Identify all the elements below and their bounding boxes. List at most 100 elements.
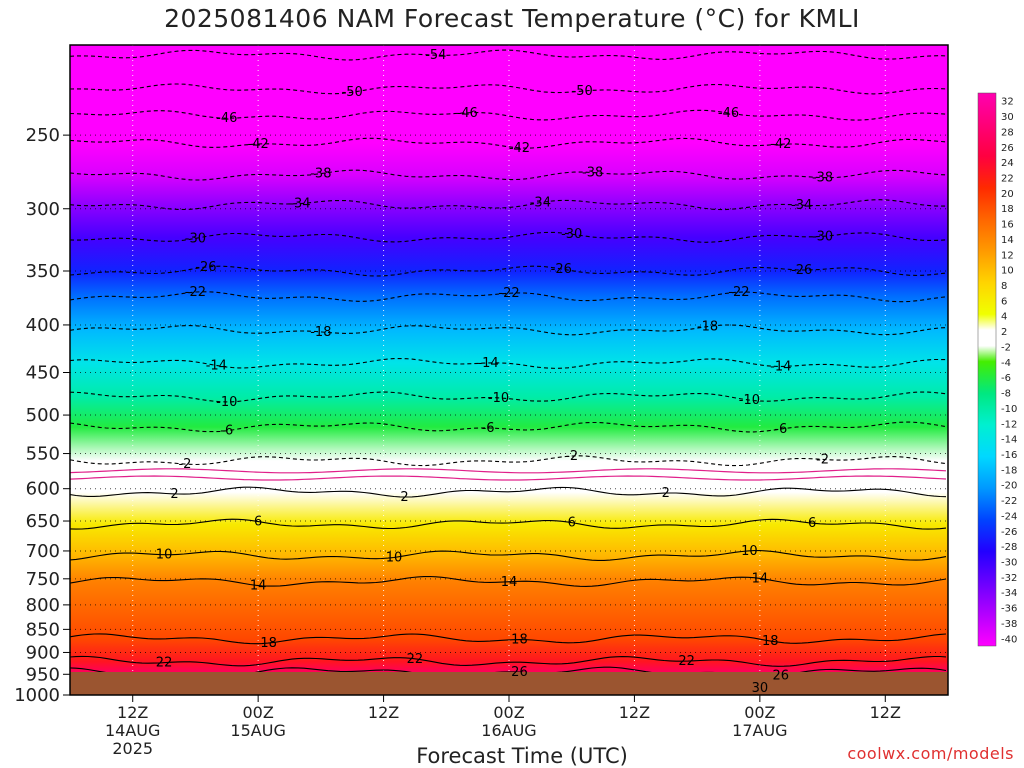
isotherm-line: [70, 655, 947, 667]
isotherm-label: 22: [156, 656, 173, 671]
colorbar-label: -36: [1001, 604, 1017, 615]
isotherm-label: -30: [812, 229, 833, 244]
colorbar-label: 32: [1001, 97, 1014, 108]
colorbar-label: -38: [1001, 619, 1017, 630]
freezing-line: [70, 475, 947, 481]
colorbar-label: 20: [1001, 189, 1014, 200]
colorbar-label: -20: [1001, 481, 1017, 492]
plot-area: [70, 45, 948, 695]
isotherm-label: 2: [170, 487, 178, 502]
isotherm-label: 26: [772, 669, 789, 684]
isotherm-label: -14: [770, 359, 791, 374]
colorbar-label: 24: [1001, 158, 1014, 169]
isotherm-label: -34: [530, 196, 551, 211]
isotherm-label: -22: [728, 285, 749, 300]
isotherm-label: -38: [310, 167, 331, 182]
isotherm-label: -54: [425, 48, 446, 63]
isotherm-label: -26: [791, 263, 812, 278]
isotherm-label: -14: [206, 358, 227, 373]
isotherm-label: 14: [501, 575, 518, 590]
isotherm-label: 6: [254, 515, 262, 530]
isotherm-label: -42: [509, 141, 530, 156]
isotherm-label: -18: [310, 325, 331, 340]
colorbar-label: -10: [1001, 404, 1017, 415]
y-tick-label: 1000: [14, 685, 60, 706]
colorbar-label: -4: [1001, 358, 1011, 369]
colorbar-label: -8: [1001, 389, 1011, 400]
isotherm-label: -2: [178, 457, 191, 472]
isotherm-label: -14: [477, 356, 498, 371]
isotherm-label: -6: [774, 422, 787, 437]
y-tick-label: 850: [26, 619, 60, 640]
colorbar-label: 10: [1001, 266, 1014, 277]
isotherm-line: [70, 550, 947, 561]
isotherm-label: -2: [565, 449, 578, 464]
colorbar-label: 26: [1001, 143, 1014, 154]
underground-area: [70, 672, 948, 695]
isotherm-label: -46: [718, 106, 739, 121]
isotherm-label: -2: [816, 452, 829, 467]
colorbar-label: -30: [1001, 558, 1017, 569]
isotherm-label: 10: [386, 550, 403, 565]
y-tick-label: 500: [26, 405, 60, 426]
isotherm-label: -6: [482, 421, 495, 436]
y-tick-label: 700: [26, 541, 60, 562]
isotherm-label: -26: [551, 262, 572, 277]
y-tick-label: 800: [26, 595, 60, 616]
y-tick-label: 250: [26, 125, 60, 146]
colorbar-label: -32: [1001, 573, 1017, 584]
freezing-line: [70, 468, 947, 474]
isotherm-label: 10: [741, 544, 758, 559]
isotherm-label: -34: [289, 197, 310, 212]
isotherm-label: -22: [185, 285, 206, 300]
colorbar-label: -14: [1001, 435, 1017, 446]
isotherm-line: [70, 633, 947, 645]
colorbar-label: 28: [1001, 127, 1014, 138]
x-tick-label: 12Z: [117, 703, 148, 722]
isotherm-label: -38: [812, 171, 833, 186]
isotherm-label: -50: [572, 84, 593, 99]
isotherm-label: 22: [678, 654, 695, 669]
isotherm-label: -46: [457, 106, 478, 121]
y-tick-label: 900: [26, 642, 60, 663]
colorbar-label: -18: [1001, 465, 1017, 476]
x-tick-label: 00Z: [242, 703, 273, 722]
colorbar-label: 4: [1001, 312, 1007, 323]
isotherm-label: -42: [248, 137, 269, 152]
isotherm-label: 22: [407, 652, 424, 667]
isotherm-label: 2: [400, 490, 408, 505]
isotherm-label: 14: [250, 579, 267, 594]
isotherm-line: [70, 575, 947, 587]
x-tick-label: 14AUG: [105, 721, 160, 740]
colorbar-strip: [977, 92, 997, 647]
colorbar-label: 6: [1001, 296, 1007, 307]
colorbar-label: -6: [1001, 373, 1011, 384]
x-tick-label: 16AUG: [481, 721, 536, 740]
x-tick-label: 15AUG: [230, 721, 285, 740]
colorbar-label: -22: [1001, 496, 1017, 507]
isotherm-label: -50: [342, 85, 363, 100]
y-tick-label: 350: [26, 261, 60, 282]
isotherm-labels: -54-50 -50-46 -46 -46-42 -42 -42-38 -38 -38-34-…: [156, 48, 833, 696]
x-tick-label: 2025: [112, 739, 153, 758]
colorbar: 32 30 28 26 24 22 20 18 16 14 12 10 8 6 4 2 -2 -4 -6 -8 -10 -…: [977, 92, 1017, 647]
isotherm-label: 14: [752, 571, 769, 586]
colorbar-label: -24: [1001, 511, 1017, 522]
colorbar-label: -28: [1001, 542, 1017, 553]
colorbar-label: 14: [1001, 235, 1014, 246]
isotherm-label: -10: [488, 391, 509, 406]
y-tick-label: 950: [26, 664, 60, 685]
chart-title: 2025081406 NAM Forecast Temperature (°C)…: [164, 4, 860, 33]
isotherm-label: 30: [752, 681, 769, 696]
isotherm-label: -30: [185, 231, 206, 246]
colorbar-labels: 32 30 28 26 24 22 20 18 16 14 12 10 8 6 4 2 -2 -4 -6 -8 -10 -…: [1001, 97, 1017, 646]
isotherm-line: [70, 486, 947, 498]
watermark: coolwx.com/models: [847, 744, 1014, 763]
isotherm-label: -34: [791, 198, 812, 213]
x-tick-label: 12Z: [619, 703, 650, 722]
colorbar-label: 18: [1001, 204, 1014, 215]
colorbar-label: -34: [1001, 588, 1017, 599]
colorbar-label: 2: [1001, 327, 1007, 338]
